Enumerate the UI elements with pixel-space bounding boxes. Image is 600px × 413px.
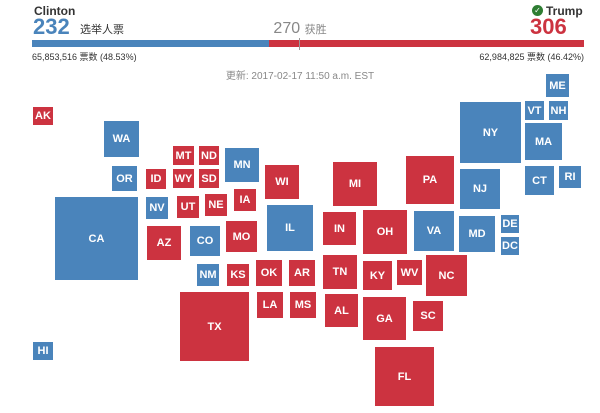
state-md[interactable]: MD (458, 215, 496, 253)
last-updated: 更新: 2017-02-17 11:50 a.m. EST (225, 71, 375, 82)
state-mo[interactable]: MO (225, 220, 258, 253)
state-ky[interactable]: KY (362, 260, 393, 291)
state-or[interactable]: OR (111, 165, 138, 192)
state-fl[interactable]: FL (374, 346, 435, 407)
state-mn[interactable]: MN (224, 147, 260, 183)
state-al[interactable]: AL (324, 293, 359, 328)
trump-electoral-votes: 306 (530, 14, 567, 39)
state-il[interactable]: IL (266, 204, 314, 252)
state-vt[interactable]: VT (524, 100, 545, 121)
state-tx[interactable]: TX (179, 291, 250, 362)
trump-name: Trump (546, 4, 583, 18)
threshold-label: 270 获胜 (270, 20, 330, 38)
state-tn[interactable]: TN (322, 254, 358, 290)
state-id[interactable]: ID (145, 168, 167, 190)
state-nc[interactable]: NC (425, 254, 468, 297)
state-ks[interactable]: KS (226, 263, 250, 287)
state-nj[interactable]: NJ (459, 168, 501, 210)
state-sd[interactable]: SD (198, 168, 220, 189)
state-ny[interactable]: NY (459, 101, 522, 164)
state-wv[interactable]: WV (396, 259, 423, 286)
state-ak[interactable]: AK (32, 106, 54, 126)
threshold-value: 270 (273, 20, 301, 37)
state-sc[interactable]: SC (412, 300, 444, 332)
state-ia[interactable]: IA (233, 188, 257, 212)
state-pa[interactable]: PA (405, 155, 455, 205)
state-ok[interactable]: OK (255, 259, 283, 287)
state-wi[interactable]: WI (264, 164, 300, 200)
threshold-marker (299, 38, 300, 50)
state-ut[interactable]: UT (176, 195, 200, 219)
state-oh[interactable]: OH (362, 209, 408, 255)
clinton-bar (32, 40, 269, 47)
state-mi[interactable]: MI (332, 161, 378, 207)
state-az[interactable]: AZ (146, 225, 182, 261)
clinton-electoral-votes: 232 (33, 14, 70, 39)
state-ms[interactable]: MS (289, 291, 317, 319)
state-nm[interactable]: NM (196, 263, 220, 287)
state-mt[interactable]: MT (172, 145, 195, 166)
state-va[interactable]: VA (413, 210, 455, 252)
state-de[interactable]: DE (500, 214, 520, 234)
threshold-text: 获胜 (304, 24, 327, 36)
state-ga[interactable]: GA (362, 296, 407, 341)
state-wa[interactable]: WA (103, 120, 140, 158)
state-dc[interactable]: DC (500, 236, 520, 256)
state-ca[interactable]: CA (54, 196, 139, 281)
check-icon: ✓ (532, 5, 543, 16)
clinton-name: Clinton (34, 4, 76, 18)
state-me[interactable]: ME (545, 73, 570, 98)
state-wy[interactable]: WY (172, 168, 195, 189)
state-nv[interactable]: NV (145, 196, 169, 220)
state-co[interactable]: CO (189, 225, 221, 257)
state-nd[interactable]: ND (198, 145, 220, 166)
state-ct[interactable]: CT (524, 165, 555, 196)
state-nh[interactable]: NH (548, 100, 569, 121)
state-ne[interactable]: NE (204, 193, 228, 217)
state-ar[interactable]: AR (288, 259, 316, 287)
state-la[interactable]: LA (256, 291, 284, 319)
clinton-popular-vote: 65,853,516 票数 (48.53%) (32, 52, 137, 62)
state-ma[interactable]: MA (524, 122, 563, 161)
state-in[interactable]: IN (322, 211, 357, 246)
electoral-votes-label: 选举人票 (80, 24, 124, 36)
state-hi[interactable]: HI (32, 341, 54, 361)
state-ri[interactable]: RI (558, 165, 582, 189)
trump-popular-vote: 62,984,825 票数 (46.42%) (479, 52, 584, 62)
trump-bar (269, 40, 584, 47)
